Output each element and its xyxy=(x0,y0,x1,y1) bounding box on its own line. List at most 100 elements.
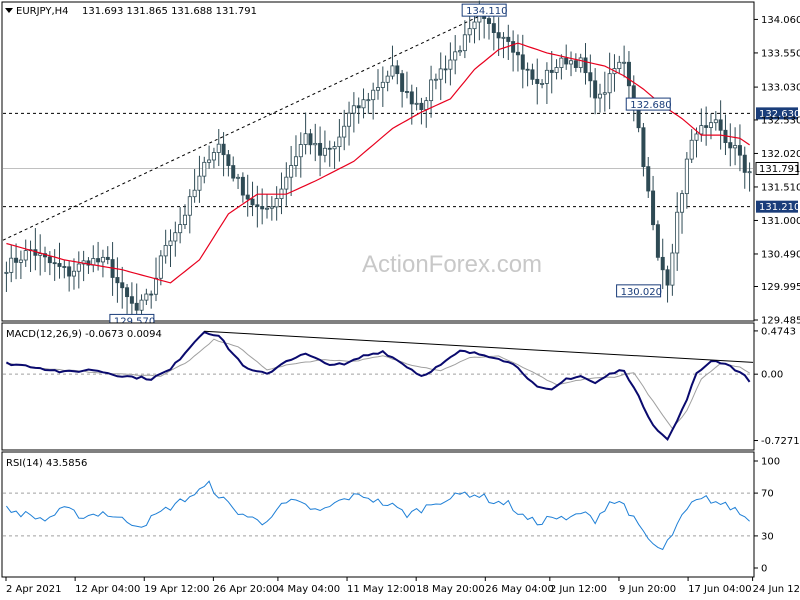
candle-body xyxy=(549,69,554,73)
rsi-axis: 100 70 30 0 xyxy=(754,457,780,575)
horizontal-levels: 132.630 131.210 131.791 xyxy=(3,107,800,213)
price-tick-label: 129.485 xyxy=(761,316,800,327)
time-tick-label: 4 May 04:00 xyxy=(278,584,340,595)
price-tick-label: 131.510 xyxy=(761,182,800,193)
candle-body xyxy=(515,51,520,56)
candle-body xyxy=(105,256,110,260)
time-tick-label: 17 Jun 04:00 xyxy=(688,584,752,595)
macd-panel[interactable]: 0.4743 0.00 -0.7271 MACD(12,26,9) -0.0673 … xyxy=(1,322,800,451)
candle-body xyxy=(458,50,463,53)
macd-series xyxy=(3,330,754,442)
candle-body xyxy=(240,176,245,196)
candle-body xyxy=(424,100,429,110)
candle-body xyxy=(211,152,216,161)
candle-body xyxy=(713,119,718,124)
annotation-label: 130.020 xyxy=(621,287,662,298)
candle-body xyxy=(202,161,207,177)
candle-body xyxy=(144,293,149,301)
macd-axis: 0.4743 0.00 -0.7271 xyxy=(754,326,800,447)
candle-body xyxy=(665,269,670,286)
time-tick-label: 24 Jun 12:00 xyxy=(753,584,800,595)
annotation-label: 132.680 xyxy=(630,100,671,111)
macd-main-line xyxy=(5,330,751,442)
candle-body xyxy=(332,146,337,150)
candle-body xyxy=(602,92,607,95)
candle-body xyxy=(559,57,564,68)
time-tick-label: 12 Apr 04:00 xyxy=(75,584,140,595)
candle-body xyxy=(168,240,173,246)
macd-trendline[interactable] xyxy=(204,330,754,363)
candle-body xyxy=(47,256,52,264)
candle-body xyxy=(173,232,178,242)
candle-body xyxy=(57,263,62,267)
trendline[interactable] xyxy=(2,15,480,241)
candle-body xyxy=(293,156,298,166)
candle-body xyxy=(617,61,622,69)
candle-body xyxy=(337,136,342,148)
candle-body xyxy=(303,133,308,145)
candle-body xyxy=(496,32,501,39)
candle-body xyxy=(438,68,443,80)
candle-body xyxy=(158,255,163,279)
dropdown-arrow-icon[interactable] xyxy=(5,8,13,13)
candle-body xyxy=(400,73,405,92)
macd-tick-label: -0.7271 xyxy=(761,436,800,447)
candle-body xyxy=(245,194,250,200)
candles xyxy=(4,0,752,320)
candle-body xyxy=(742,154,747,173)
candle-body xyxy=(535,78,540,84)
candle-body xyxy=(525,68,530,71)
candle-body xyxy=(409,91,414,105)
candle-body xyxy=(347,112,352,127)
price-tick-label: 131.000 xyxy=(761,216,800,227)
candle-body xyxy=(351,105,356,114)
candle-body xyxy=(597,93,602,99)
candle-body xyxy=(646,166,651,192)
candle-body xyxy=(356,105,361,109)
current-price-label: 131.791 xyxy=(759,164,800,175)
annotation-box xyxy=(625,97,671,111)
rsi-line xyxy=(6,480,750,551)
candle-body xyxy=(139,299,144,311)
candle-body xyxy=(187,196,192,216)
ohlc-label: 131.693 131.865 131.688 131.791 xyxy=(82,6,257,17)
candle-body xyxy=(699,125,704,135)
price-tick-label: 133.030 xyxy=(761,83,800,94)
candle-body xyxy=(182,214,187,225)
candle-body xyxy=(67,266,72,277)
candle-body xyxy=(651,190,656,226)
candle-body xyxy=(380,81,385,88)
candle-body xyxy=(718,119,723,131)
candle-body xyxy=(221,143,226,156)
candle-body xyxy=(125,287,130,298)
candle-body xyxy=(501,36,506,39)
candle-body xyxy=(622,61,627,64)
current-price-tag xyxy=(755,161,799,175)
candle-body xyxy=(448,59,453,70)
candle-body xyxy=(274,198,279,208)
price-tick-label: 132.020 xyxy=(761,149,800,160)
candle-body xyxy=(626,61,631,87)
candle-body xyxy=(197,175,202,191)
rsi-title: RSI(14) 43.5856 xyxy=(6,458,87,469)
candle-body xyxy=(76,263,81,272)
candle-body xyxy=(265,207,270,210)
candle-body xyxy=(694,133,699,141)
candle-body xyxy=(472,21,477,30)
price-panel[interactable]: ActionForex.com 132.630 131.210 131.791 13… xyxy=(1,0,800,328)
ema-line xyxy=(6,42,750,284)
rsi-panel[interactable]: 100 70 30 0 RSI(14) 43.5856 xyxy=(1,451,780,578)
candle-body xyxy=(467,28,472,36)
candle-body xyxy=(52,262,57,265)
candle-body xyxy=(414,102,419,105)
macd-tick-label: 0.00 xyxy=(761,370,783,381)
candle-body xyxy=(62,266,67,268)
level-tag xyxy=(756,200,798,213)
candle-body xyxy=(593,80,598,99)
price-tick-label: 130.490 xyxy=(761,249,800,260)
candle-body xyxy=(327,147,332,150)
candle-body xyxy=(231,165,236,179)
candle-body xyxy=(554,67,559,73)
candle-body xyxy=(342,125,347,138)
